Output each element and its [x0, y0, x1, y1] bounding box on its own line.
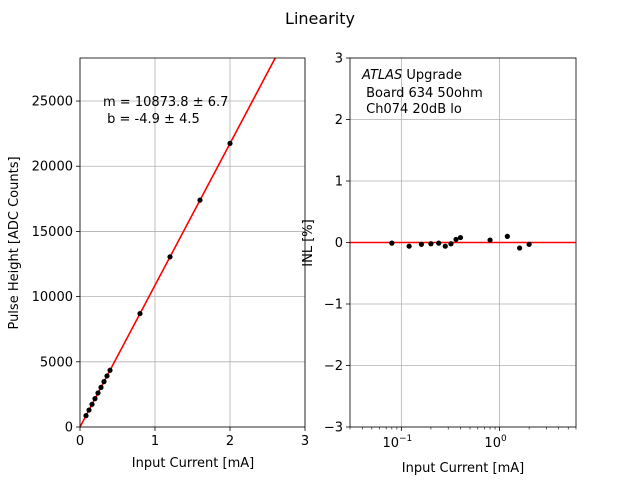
left-data-point: [197, 197, 203, 203]
right-y-axis-label: INL [%]: [301, 219, 316, 266]
left-y-tick-label: 5000: [40, 355, 73, 370]
left-y-tick-label: 15000: [32, 225, 73, 240]
right-y-tick-label: 3: [335, 52, 343, 67]
fit-slope-annotation: m = 10873.8 ± 6.7: [103, 95, 228, 110]
left-y-tick-label: 20000: [32, 160, 73, 175]
right-x-tick-exponent: −1: [399, 434, 412, 444]
left-x-axis-label: Input Current [mA]: [132, 456, 254, 471]
right-data-point: [406, 243, 412, 249]
right-data-point: [457, 234, 464, 241]
atlas-legend-line2: Board 634 50ohm: [362, 86, 483, 101]
right-y-tick-label: 2: [335, 113, 343, 128]
left-y-axis-label: Pulse Height [ADC Counts]: [7, 156, 22, 329]
left-x-ticks: 0 1 2 3: [76, 427, 309, 449]
right-data-point: [504, 233, 510, 239]
left-x-tick-label: 0: [76, 434, 84, 449]
right-panel: 10−1 100 −3 −2 −1 0 1 2 3 ATLAS Upgrade Board 6…: [301, 52, 577, 476]
atlas-legend-line1: ATLAS Upgrade: [361, 68, 462, 83]
fit-intercept-annotation: b = -4.9 ± 4.5: [103, 112, 200, 127]
left-panel: 0 1 2 3 0 5000 10000 15000 20000 25000 m = 10873…: [7, 57, 309, 471]
left-data-point: [104, 373, 110, 379]
right-data-point: [442, 243, 448, 249]
left-data-point: [86, 407, 92, 413]
right-data-point: [428, 241, 434, 247]
left-data-point: [101, 379, 107, 385]
left-y-tick-label: 10000: [32, 290, 73, 305]
left-data-point: [95, 390, 101, 396]
right-x-tick-label: 100: [484, 434, 507, 451]
right-x-tick-exponent: 0: [501, 434, 507, 444]
right-data-point: [436, 240, 442, 246]
left-data-point: [227, 140, 233, 147]
right-x-ticks: 10−1 100: [349, 427, 577, 451]
right-data-point: [389, 240, 395, 246]
right-x-axis-label: Input Current [mA]: [402, 461, 524, 476]
left-data-point: [89, 401, 95, 407]
left-y-tick-label: 0: [65, 421, 73, 436]
left-fit-line: [79, 57, 276, 428]
right-data-point: [517, 245, 523, 251]
left-data-point: [98, 384, 104, 390]
right-y-tick-label: −2: [324, 359, 343, 374]
left-data-point: [137, 310, 143, 317]
left-points: [83, 140, 233, 419]
atlas-legend-line3: Ch074 20dB lo: [362, 102, 462, 117]
right-data-point: [418, 241, 425, 247]
figure-title: Linearity: [285, 9, 355, 28]
right-x-tick-label: 10−1: [382, 434, 412, 451]
right-y-tick-label: 0: [335, 236, 343, 251]
left-y-ticks: 0 5000 10000 15000 20000 25000: [32, 95, 80, 436]
left-data-point: [83, 413, 89, 419]
left-data-point: [107, 367, 113, 373]
right-y-tick-label: 1: [335, 175, 343, 190]
right-data-point: [453, 236, 459, 243]
atlas-upgrade: Upgrade: [402, 68, 462, 83]
left-x-tick-label: 1: [151, 434, 159, 449]
right-y-tick-label: −1: [324, 298, 343, 313]
right-data-point: [487, 237, 493, 243]
atlas-italic: ATLAS: [361, 68, 402, 83]
right-data-point: [448, 241, 454, 247]
left-frame: [79, 57, 306, 428]
left-data-point: [167, 254, 173, 260]
right-y-ticks: −3 −2 −1 0 1 2 3: [324, 52, 350, 436]
right-data-point: [526, 241, 532, 247]
right-y-tick-label: −3: [324, 421, 343, 436]
left-y-tick-label: 25000: [32, 95, 73, 110]
left-x-tick-label: 3: [301, 434, 309, 449]
left-x-tick-label: 2: [226, 434, 234, 449]
left-data-point: [92, 396, 98, 402]
right-points: [389, 233, 532, 251]
